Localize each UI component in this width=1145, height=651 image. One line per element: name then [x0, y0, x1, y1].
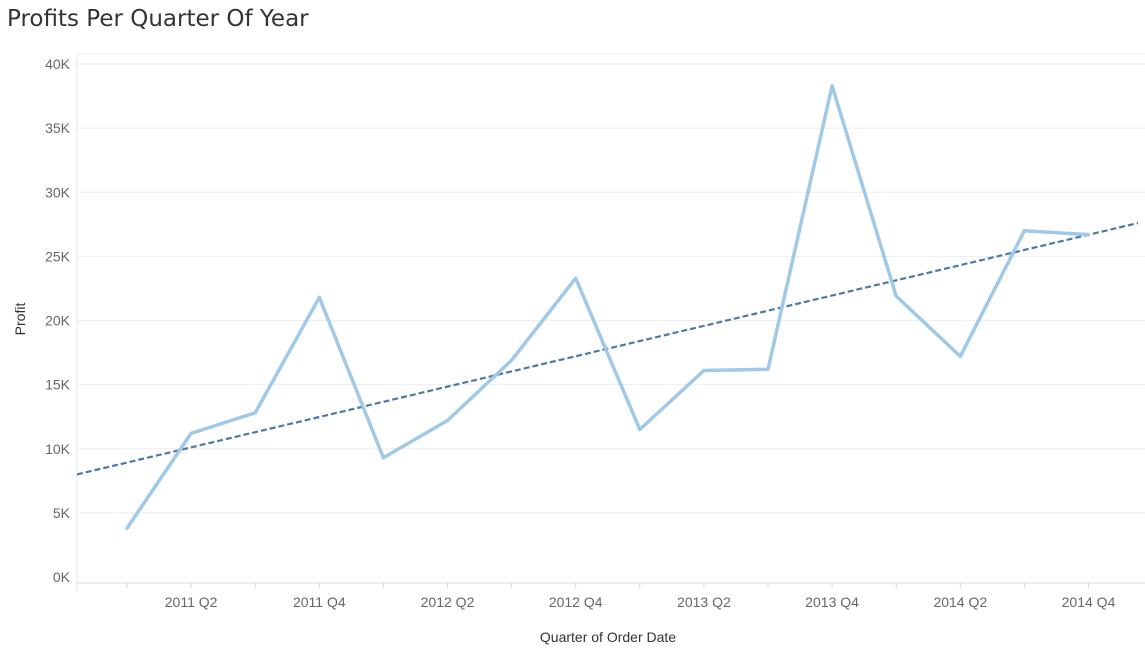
- chart-title: Profits Per Quarter Of Year: [7, 6, 309, 32]
- y-tick-label: 30K: [45, 184, 71, 200]
- y-axis-labels: 0K 5K 10K 15K 20K 25K 30K 35K 40K: [45, 56, 71, 585]
- y-tick-label: 35K: [45, 120, 71, 136]
- x-tick-label: 2011 Q2: [165, 594, 218, 610]
- y-tick-label: 5K: [53, 505, 71, 521]
- y-axis-title: Profit: [12, 303, 28, 336]
- y-tick-label: 20K: [45, 313, 71, 329]
- x-tick-label: 2012 Q4: [549, 594, 603, 610]
- x-axis-title: Quarter of Order Date: [540, 629, 676, 645]
- y-tick-label: 15K: [45, 377, 71, 393]
- x-tick-label: 2014 Q4: [1062, 594, 1116, 610]
- x-axis-ticks: [126, 583, 1089, 588]
- x-tick-label: 2013 Q2: [677, 594, 731, 610]
- trend-line: [76, 221, 1139, 476]
- gridlines: [76, 53, 1145, 590]
- y-tick-label: 40K: [45, 56, 71, 72]
- y-tick-label: 0K: [53, 569, 71, 585]
- x-axis-labels: 2011 Q2 2011 Q4 2012 Q2 2012 Q4 2013 Q2 2013 …: [165, 594, 1116, 610]
- x-tick-label: 2011 Q4: [293, 594, 346, 610]
- x-tick-label: 2013 Q4: [805, 594, 859, 610]
- profit-series-line: [125, 84, 1091, 531]
- x-tick-label: 2012 Q2: [421, 594, 475, 610]
- x-tick-label: 2014 Q2: [933, 594, 987, 610]
- y-tick-label: 25K: [45, 248, 71, 264]
- y-tick-label: 10K: [45, 441, 71, 457]
